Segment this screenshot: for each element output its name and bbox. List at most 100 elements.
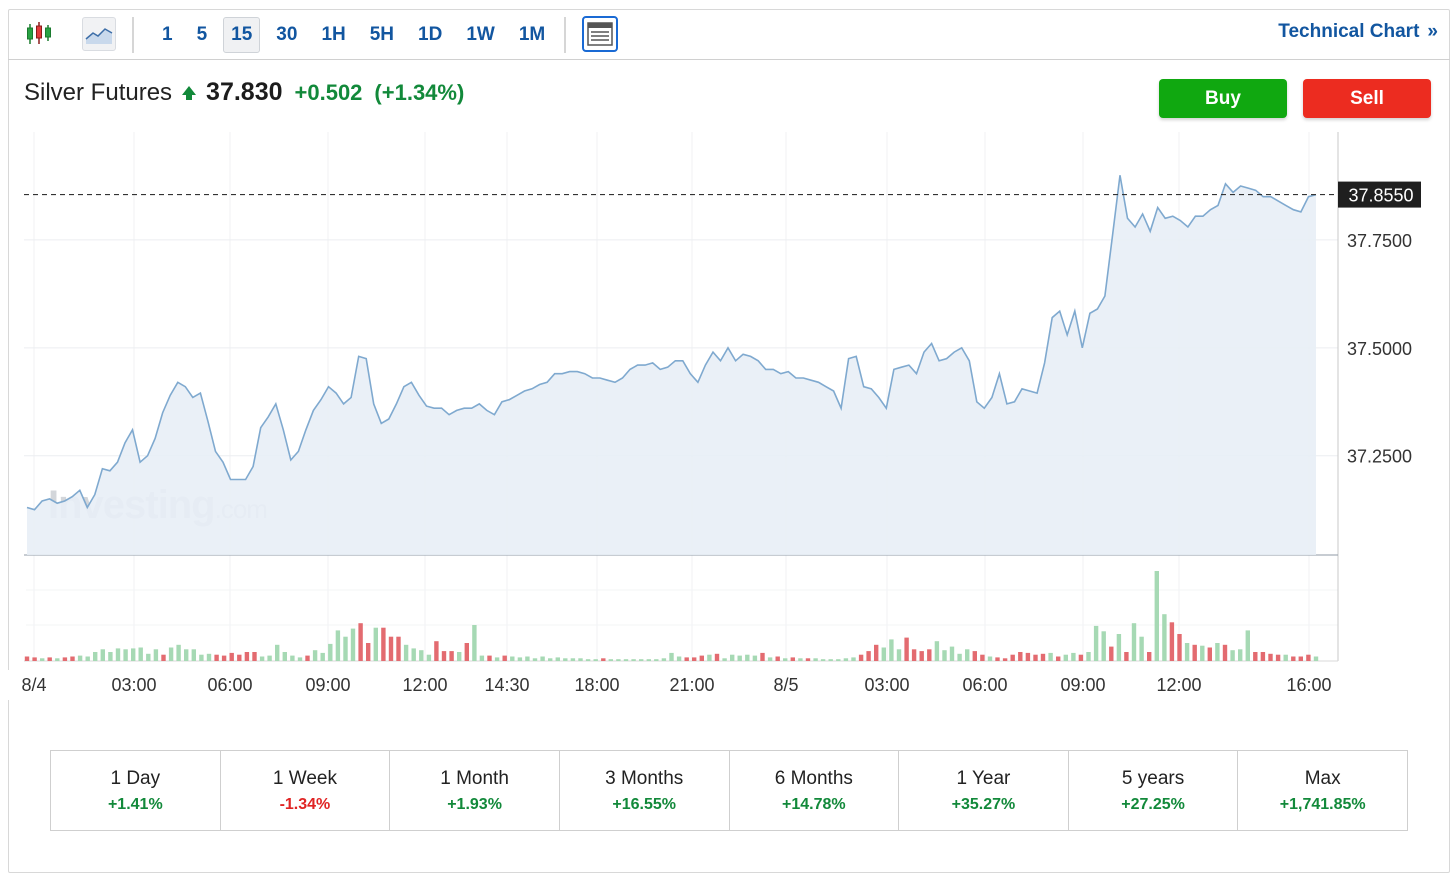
period-label: 1 Week <box>272 767 337 789</box>
x-tick-label: 06:00 <box>207 675 252 695</box>
volume-bar <box>40 658 45 661</box>
volume-bar <box>494 657 500 661</box>
volume-bar <box>1002 658 1008 661</box>
period-5-years[interactable]: 5 years +27.25% <box>1069 751 1239 830</box>
period-3-months[interactable]: 3 Months +16.55% <box>560 751 730 830</box>
volume-bar <box>1131 623 1137 661</box>
volume-bar <box>1215 643 1220 661</box>
period-1-day[interactable]: 1 Day +1.41% <box>51 751 221 830</box>
volume-bar <box>1268 653 1273 661</box>
interval-5h[interactable]: 5H <box>369 24 395 45</box>
layout-icon[interactable] <box>582 16 618 52</box>
volume-bar <box>366 643 371 661</box>
volume-bar <box>745 654 750 661</box>
interval-15[interactable]: 15 <box>223 17 261 53</box>
volume-bar <box>252 652 257 661</box>
sell-button[interactable]: Sell <box>1303 79 1431 118</box>
volume-bar <box>820 659 826 661</box>
volume-bar <box>532 658 538 661</box>
volume-bar <box>1230 650 1235 661</box>
price-line <box>26 175 1317 511</box>
chart-widget-frame <box>8 9 1450 873</box>
interval-1h[interactable]: 1H <box>321 24 346 45</box>
volume-bar <box>290 655 295 661</box>
volume-bar <box>472 625 477 661</box>
volume-bar <box>138 647 143 661</box>
interval-1m[interactable]: 1M <box>518 24 546 45</box>
volume-bar <box>570 658 576 661</box>
volume-bar <box>585 659 591 661</box>
interval-30[interactable]: 30 <box>276 24 298 45</box>
interval-1d[interactable]: 1D <box>418 24 443 45</box>
volume-bar <box>77 655 83 661</box>
chevron-right-icon: » <box>1427 21 1438 42</box>
volume-bar <box>267 655 272 661</box>
volume-bar <box>184 649 189 661</box>
area-chart-icon[interactable] <box>82 17 116 51</box>
volume-bar <box>1298 656 1303 661</box>
instrument-header: Silver Futures 37.830 +0.502 (+1.34%) <box>24 78 464 107</box>
last-price: 37.830 <box>206 78 283 106</box>
volume-bar <box>995 657 1000 661</box>
period-1-week[interactable]: 1 Week -1.34% <box>221 751 391 830</box>
volume-bar <box>479 655 485 661</box>
volume-bar <box>502 655 507 661</box>
period-change: +1.41% <box>107 795 163 813</box>
volume-bar <box>1283 654 1288 661</box>
volume-bar <box>684 657 689 661</box>
period-change: -1.34% <box>279 795 331 813</box>
volume-bar <box>457 652 462 661</box>
volume-bar <box>297 657 303 661</box>
volume-bar <box>229 652 234 661</box>
volume-bar <box>623 659 629 661</box>
technical-chart-link[interactable]: Technical Chart » <box>1278 21 1438 43</box>
volume-bar <box>1071 652 1076 661</box>
volume-bar <box>153 649 159 661</box>
volume-bar <box>911 649 917 661</box>
volume-bar <box>1018 652 1023 661</box>
volume-bar <box>24 656 30 661</box>
interval-5[interactable]: 5 <box>196 24 208 45</box>
volume-bar <box>730 654 735 661</box>
period-1-year[interactable]: 1 Year +35.27% <box>899 751 1069 830</box>
volume-bar <box>419 650 424 661</box>
volume-bar <box>601 658 606 661</box>
y-tick-label: 37.7500 <box>1347 231 1412 251</box>
volume-bar <box>123 649 128 661</box>
volume-bar <box>1116 634 1122 661</box>
volume-bar <box>965 649 970 661</box>
volume-bar <box>1056 656 1061 661</box>
volume-bar <box>1207 647 1212 661</box>
price-chart[interactable]: Investing.com37.855037.750037.500037.250… <box>0 0 1456 740</box>
period-label: 1 Month <box>440 767 509 789</box>
volume-bar <box>525 656 530 661</box>
technical-chart-label: Technical Chart <box>1278 21 1420 42</box>
period-label: 5 years <box>1121 767 1185 789</box>
period-1-month[interactable]: 1 Month +1.93% <box>390 751 560 830</box>
volume-bar <box>760 652 765 661</box>
volume-bar <box>699 655 704 661</box>
period-6-months[interactable]: 6 Months +14.78% <box>730 751 900 830</box>
volume-bar <box>578 658 583 661</box>
interval-1w[interactable]: 1W <box>466 24 495 45</box>
y-tick-label: 37.5000 <box>1347 339 1412 359</box>
volume-bar <box>1238 649 1243 661</box>
volume-bar <box>881 647 886 661</box>
volume-bar <box>244 652 250 661</box>
x-tick-label: 09:00 <box>305 675 350 695</box>
volume-bar <box>1200 645 1205 661</box>
period-max[interactable]: Max +1,741.85% <box>1238 751 1407 830</box>
volume-bar <box>737 655 742 661</box>
volume-bar <box>563 658 568 661</box>
volume-bar <box>335 630 341 661</box>
buy-button[interactable]: Buy <box>1159 79 1287 118</box>
volume-bar <box>1222 644 1228 661</box>
volume-bar <box>487 655 492 661</box>
volume-bar <box>957 653 962 661</box>
interval-1[interactable]: 1 <box>162 24 173 45</box>
last-price-tag-label: 37.8550 <box>1348 186 1413 206</box>
period-change: +35.27% <box>951 795 1016 813</box>
volume-bar <box>441 651 447 661</box>
arrow-up-icon <box>182 86 197 100</box>
candlestick-icon[interactable] <box>22 17 56 51</box>
